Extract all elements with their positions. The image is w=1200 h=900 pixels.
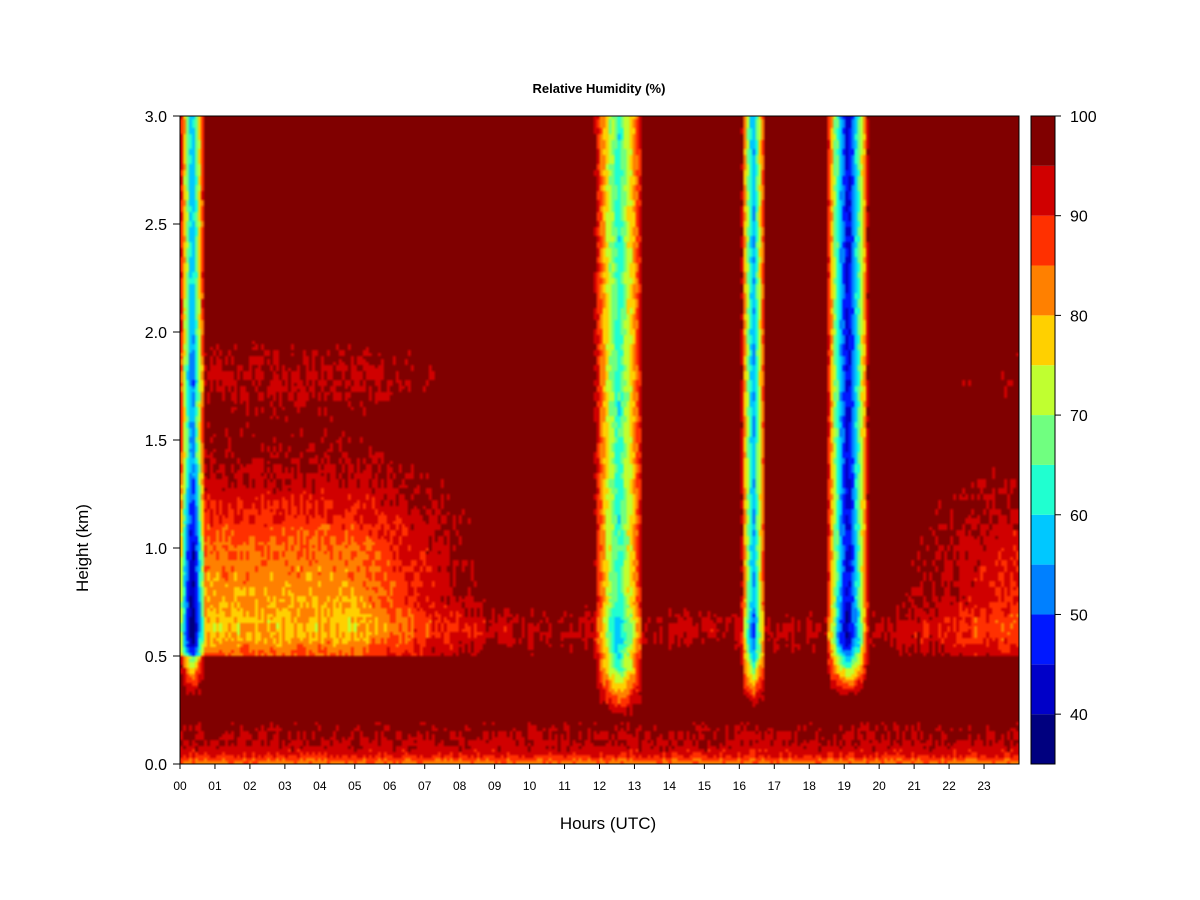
x-tick-label: 16 — [733, 779, 747, 793]
colorbar-frame — [1030, 115, 1056, 765]
x-tick-label: 00 — [173, 779, 187, 793]
x-tick-label: 06 — [383, 779, 397, 793]
colorbar-segment — [1031, 664, 1055, 715]
x-tick-label: 15 — [698, 779, 712, 793]
x-tick-label: 10 — [523, 779, 537, 793]
chart-title: Relative Humidity (%) — [533, 81, 666, 96]
colorbar-segment — [1031, 365, 1055, 416]
x-tick-label: 21 — [907, 779, 921, 793]
x-tick-label: 09 — [488, 779, 502, 793]
colorbar-segment — [1031, 614, 1055, 665]
x-tick-label: 18 — [803, 779, 817, 793]
colorbar-segment — [1031, 464, 1055, 515]
x-tick-label: 22 — [942, 779, 956, 793]
colorbar-tick-label: 100 — [1070, 109, 1097, 126]
colorbar: 40 50 60 70 80 90 100 — [1030, 109, 1097, 765]
y-axis: 0.0 0.5 1.0 1.5 2.0 2.5 3.0 — [145, 109, 180, 774]
y-tick-label: 0.0 — [145, 757, 167, 774]
colorbar-segment — [1031, 165, 1055, 216]
colorbar-segment — [1031, 714, 1055, 764]
colorbar-segment — [1031, 215, 1055, 266]
colorbar-tick-label: 50 — [1070, 607, 1088, 624]
x-tick-label: 12 — [593, 779, 607, 793]
x-tick-label: 07 — [418, 779, 432, 793]
colorbar-segment — [1031, 514, 1055, 565]
colorbar-tick-label: 80 — [1070, 308, 1088, 325]
y-tick-label: 3.0 — [145, 109, 167, 126]
heatmap-image — [180, 116, 1019, 764]
x-tick-label: 19 — [838, 779, 852, 793]
x-tick-label: 08 — [453, 779, 467, 793]
x-tick-label: 11 — [558, 779, 571, 793]
y-tick-label: 1.5 — [145, 433, 167, 450]
x-tick-label: 14 — [663, 779, 677, 793]
colorbar-segment — [1031, 564, 1055, 615]
colorbar-tick-label: 60 — [1070, 508, 1088, 525]
x-tick-label: 04 — [313, 779, 327, 793]
colorbar-tick-label: 40 — [1070, 707, 1088, 724]
colorbar-segment — [1031, 415, 1055, 465]
y-axis-label: Height (km) — [73, 504, 92, 592]
colorbar-segment — [1031, 265, 1055, 316]
x-tick-label: 03 — [278, 779, 292, 793]
colorbar-segment — [1031, 315, 1055, 366]
x-axis-label: Hours (UTC) — [560, 814, 656, 833]
x-axis: 00 01 02 03 04 05 06 07 08 09 10 11 12 13 14 15 16 17 18 19… — [173, 764, 991, 793]
x-tick-label: 02 — [243, 779, 257, 793]
x-tick-label: 23 — [977, 779, 991, 793]
y-tick-label: 1.0 — [145, 541, 167, 558]
x-tick-label: 01 — [208, 779, 222, 793]
x-tick-label: 17 — [768, 779, 782, 793]
x-tick-label: 13 — [628, 779, 642, 793]
x-tick-label: 05 — [348, 779, 362, 793]
colorbar-tick-label: 70 — [1070, 408, 1088, 425]
y-tick-label: 2.0 — [145, 325, 167, 342]
colorbar-tick-label: 90 — [1070, 209, 1088, 226]
heatmap-field — [180, 116, 1019, 764]
x-tick-label: 20 — [872, 779, 886, 793]
y-tick-label: 0.5 — [145, 649, 167, 666]
y-tick-label: 2.5 — [145, 217, 167, 234]
colorbar-segment — [1031, 116, 1055, 166]
